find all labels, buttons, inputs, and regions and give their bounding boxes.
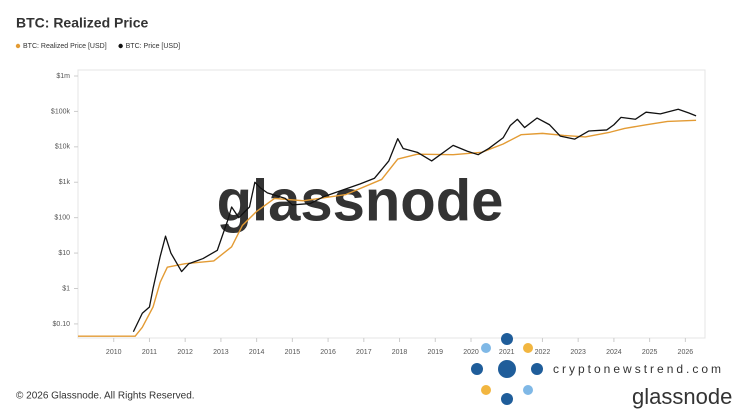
x-tick-label: 2024: [606, 349, 622, 356]
chart-title: BTC: Realized Price: [16, 15, 148, 31]
y-tick-label: $100k: [51, 108, 71, 115]
x-tick-label: 2025: [642, 349, 658, 356]
y-tick-label: $1k: [59, 179, 71, 186]
x-tick-label: 2010: [106, 349, 122, 356]
x-tick-label: 2011: [142, 349, 157, 356]
brand: glassnode: [632, 384, 732, 409]
x-tick-label: 2023: [570, 349, 586, 356]
x-tick-label: 2022: [535, 349, 551, 356]
logo: [471, 333, 543, 405]
x-tick-label: 2012: [177, 349, 193, 356]
watermark: glassnode: [217, 168, 504, 233]
legend-label: BTC: Realized Price [USD]: [23, 43, 107, 50]
x-tick-label: 2026: [678, 349, 694, 356]
series-line: [78, 119, 697, 337]
site-watermark: cryptonewstrend.com: [553, 362, 724, 376]
x-tick-label: 2016: [320, 349, 336, 356]
legend-swatch: [118, 43, 123, 49]
x-tick-label: 2013: [213, 349, 229, 356]
legend-swatch: [15, 43, 21, 49]
x-tick-label: 2019: [427, 349, 443, 356]
x-tick-label: 2015: [285, 349, 301, 356]
x-tick-label: 2018: [392, 349, 408, 356]
y-tick-label: $10: [58, 250, 70, 257]
x-tick-label: 2017: [356, 349, 372, 356]
y-tick-label: $10k: [55, 144, 71, 151]
y-tick-label: $100: [54, 215, 70, 222]
footer: © 2026 Glassnode. All Rights Reserved.: [16, 391, 195, 402]
y-tick-label: $0.10: [52, 321, 70, 328]
y-tick-label: $1: [62, 285, 70, 292]
legend-label: BTC: Price [USD]: [126, 43, 181, 50]
plot-area: [77, 69, 706, 339]
x-tick-label: 2020: [463, 349, 479, 356]
x-tick-label: 2021: [499, 349, 515, 356]
x-tick-label: 2014: [249, 349, 265, 356]
series-line: [132, 108, 697, 333]
y-tick-label: $1m: [56, 73, 70, 80]
